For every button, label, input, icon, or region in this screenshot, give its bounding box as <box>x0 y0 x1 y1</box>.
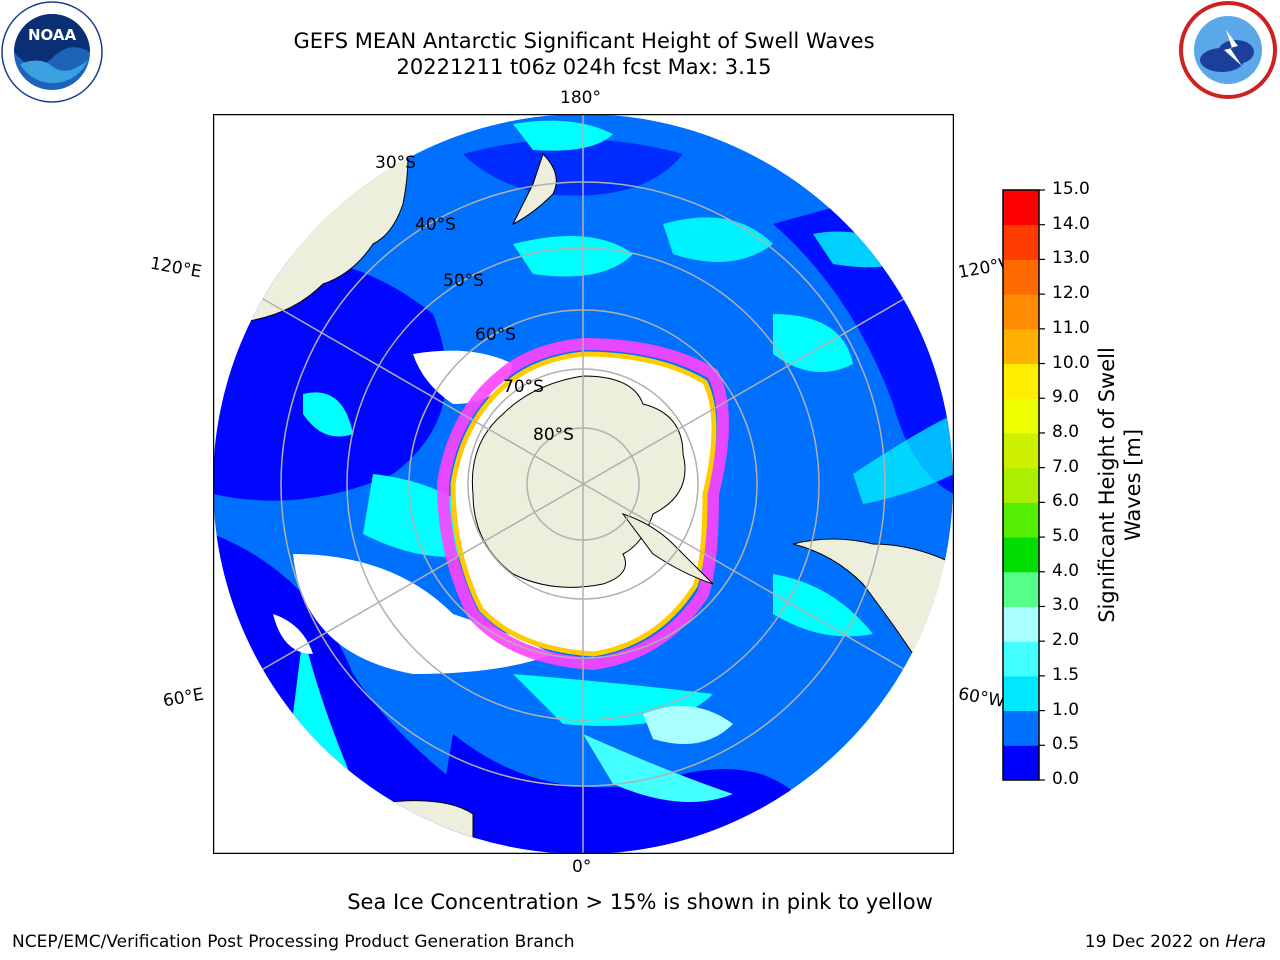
colorbar-segment <box>1003 432 1039 469</box>
lon-label-60w: 60°W <box>956 684 1007 712</box>
colorbar-segment <box>1003 259 1039 295</box>
lon-label-120e: 120°E <box>148 253 204 283</box>
colorbar-segment <box>1003 398 1039 434</box>
footer-machine: Hera <box>1225 932 1266 952</box>
lat-label-70s: 70°S <box>503 377 544 397</box>
colorbar-segment <box>1003 224 1039 260</box>
sea-ice-note: Sea Ice Concentration > 15% is shown in … <box>0 890 1280 914</box>
lat-label-40s: 40°S <box>415 215 456 235</box>
ice-edge-pink <box>436 337 729 671</box>
colorbar-tick-label: 0.0 <box>1052 769 1080 789</box>
chart-title: GEFS MEAN Antarctic Significant Height o… <box>293 29 875 53</box>
colorbar-tick-label: 4.0 <box>1052 560 1080 581</box>
colorbar-tick-label: 11.0 <box>1052 317 1090 338</box>
colorbar-segment <box>1003 745 1039 781</box>
colorbar-tick-label: 3.0 <box>1052 595 1080 616</box>
colorbar-tick-label: 12.0 <box>1052 283 1090 304</box>
colorbar-tick-label: 9.0 <box>1052 387 1080 408</box>
colorbar-segment <box>1003 294 1039 330</box>
colorbar-segment <box>1003 467 1039 503</box>
sea-ice-note-text: Sea Ice Concentration > 15% is shown in … <box>347 890 933 914</box>
colorbar-segment <box>1003 675 1039 712</box>
lat-label-80s: 80°S <box>533 425 574 445</box>
swell-wave-map: 30°S 40°S 50°S 60°S 70°S 80°S <box>213 114 954 854</box>
colorbar <box>1002 189 1045 781</box>
colorbar-tick-label: 13.0 <box>1052 248 1090 269</box>
lat-label-50s: 50°S <box>443 271 484 291</box>
colorbar-segment <box>1003 190 1039 226</box>
colorbar-tick-label: 2.0 <box>1052 630 1080 651</box>
new-zealand-land <box>511 153 557 226</box>
longitude-gridlines <box>213 114 953 854</box>
colorbar-segment <box>1003 571 1039 607</box>
lat-label-60s: 60°S <box>475 325 516 345</box>
colorbar-tick-label: 5.0 <box>1052 526 1080 547</box>
colorbar-tick-label: 10.0 <box>1052 352 1090 373</box>
noaa-logo-icon: NOAA <box>1 1 103 103</box>
colorbar-segment <box>1003 606 1039 642</box>
footer-date: 19 Dec 2022 on Hera <box>1085 932 1266 952</box>
colorbar-tick-label: 8.0 <box>1052 421 1080 442</box>
colorbar-title-line1: Significant Height of Swell <box>1095 347 1119 623</box>
noaa-logo-text: NOAA <box>28 26 77 44</box>
lat-label-30s: 30°S <box>375 153 416 173</box>
colorbar-tick-label: 1.0 <box>1052 699 1080 720</box>
colorbar-segment <box>1003 641 1039 677</box>
nws-logo-icon <box>1179 1 1277 99</box>
footer-date-text: 19 Dec 2022 on <box>1084 932 1226 952</box>
colorbar-tick-label: 7.0 <box>1052 456 1080 477</box>
lon-label-0: 0° <box>572 857 592 877</box>
colorbar-tick-label: 14.0 <box>1052 213 1090 234</box>
colorbar-segment <box>1003 328 1039 365</box>
colorbar-title-line2: Waves [m] <box>1121 428 1145 542</box>
colorbar-segment <box>1003 710 1039 746</box>
lon-label-180: 180° <box>560 88 601 108</box>
colorbar-tick-label: 0.5 <box>1052 734 1080 755</box>
colorbar-tick-label: 6.0 <box>1052 491 1080 512</box>
colorbar-tick-label: 15.0 <box>1052 179 1090 199</box>
chart-subtitle: 20221211 t06z 024h fcst Max: 3.15 <box>396 55 772 79</box>
lon-label-60e: 60°E <box>161 684 206 712</box>
colorbar-segment <box>1003 363 1039 399</box>
colorbar-tick-label: 1.5 <box>1052 664 1080 685</box>
footer-branch: NCEP/EMC/Verification Post Processing Pr… <box>12 932 575 952</box>
colorbar-segment <box>1003 537 1039 573</box>
colorbar-segment <box>1003 502 1039 538</box>
